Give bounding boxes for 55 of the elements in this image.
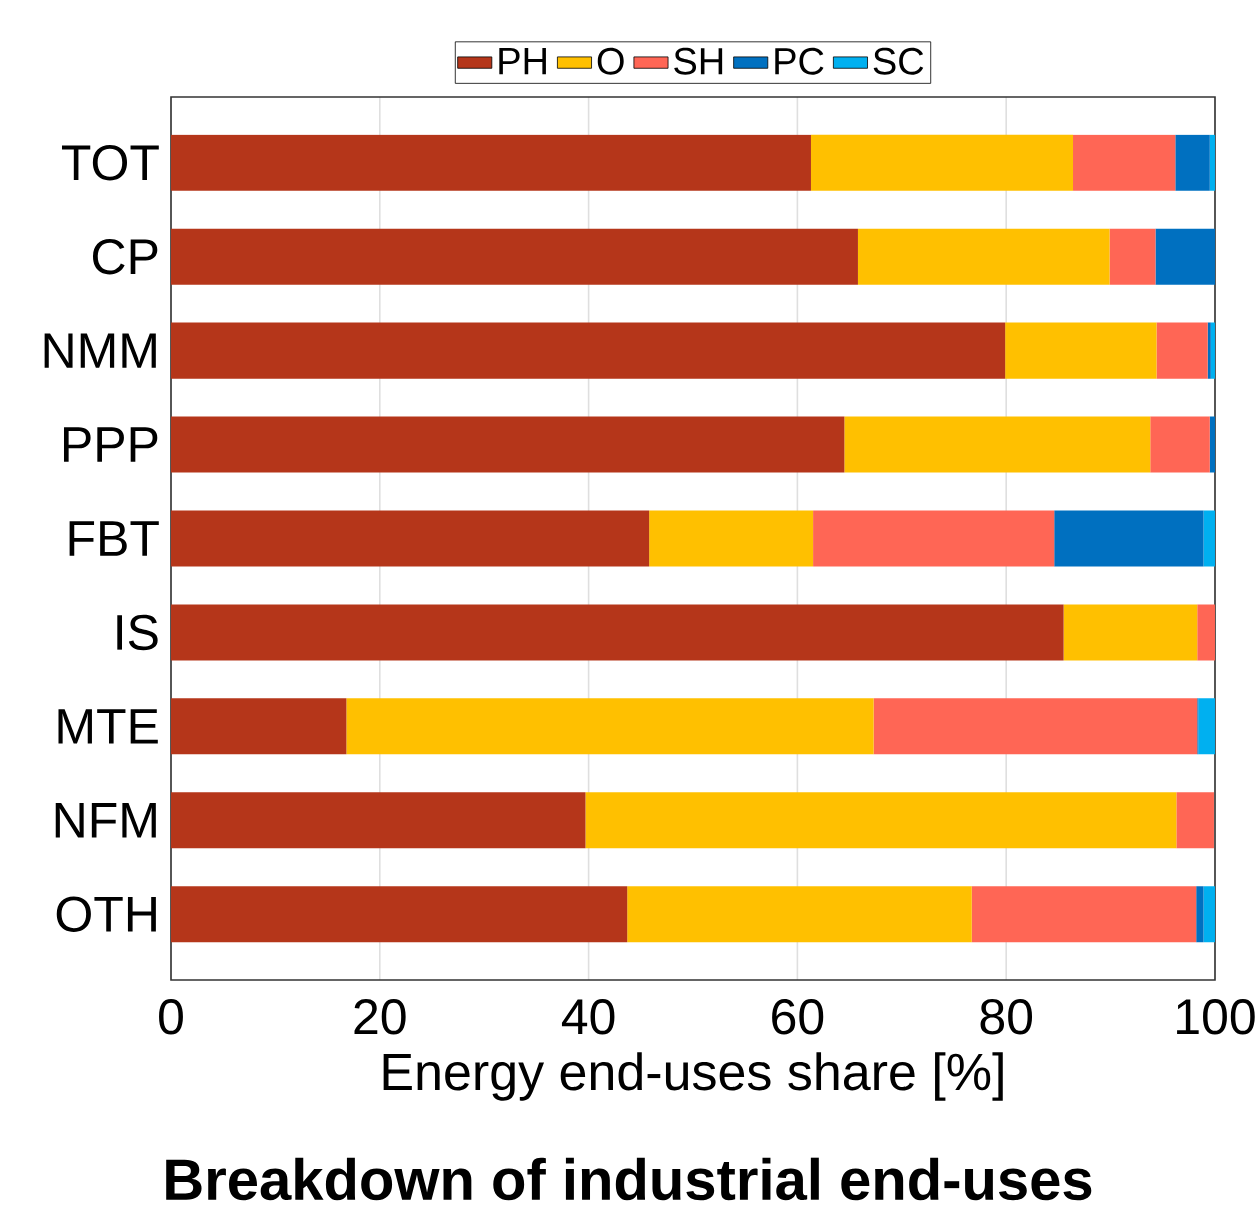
y-tick-label: CP — [93, 238, 158, 275]
bar — [1196, 886, 1204, 943]
bar — [1109, 228, 1156, 285]
text: Breakdown of industrial end-uses — [166, 1157, 1092, 1201]
bar — [171, 698, 347, 755]
legend-label: SH — [674, 47, 723, 75]
bar — [649, 510, 814, 567]
y-tick-label: PPP — [64, 427, 158, 462]
bar — [844, 416, 1151, 473]
legend-label: PC — [775, 47, 824, 75]
bar — [627, 886, 972, 943]
bar — [1073, 134, 1176, 191]
bar — [1207, 322, 1211, 379]
bar — [813, 510, 1055, 567]
bar — [1198, 698, 1215, 755]
y-tick-label: NMM — [44, 333, 156, 368]
bar — [585, 792, 1177, 849]
bar — [171, 322, 1006, 379]
y-tick-label: FBT — [69, 521, 159, 556]
y-tick-label: TOT — [61, 145, 159, 181]
bar — [1197, 604, 1215, 661]
x-tick-label: 60 — [772, 999, 824, 1035]
bar — [171, 134, 811, 191]
legend-label: PH — [499, 48, 546, 75]
y-tick-label: MTE — [58, 709, 158, 744]
x-axis-title: Energy end-uses share [%] — [383, 1052, 1003, 1101]
bar — [873, 698, 1198, 755]
x-tick-label: 0 — [159, 999, 183, 1035]
bar — [171, 886, 628, 943]
bar — [1175, 134, 1210, 191]
bar — [857, 228, 1110, 285]
bar — [810, 134, 1074, 191]
x-tick-label: 80 — [980, 999, 1033, 1035]
bar — [1005, 322, 1157, 379]
x-tick-label: 40 — [561, 999, 615, 1035]
bar — [1156, 322, 1208, 379]
bar — [171, 416, 845, 473]
legend-label: SC — [873, 47, 924, 75]
bar — [346, 698, 874, 755]
bar — [1176, 792, 1214, 849]
bar — [171, 604, 1064, 661]
bar — [1063, 604, 1198, 661]
x-tick-label: 20 — [354, 999, 406, 1035]
bar — [1155, 228, 1215, 285]
legend-label: O — [597, 47, 624, 75]
y-tick-label: NFM — [55, 803, 156, 838]
bar — [171, 228, 858, 285]
bar — [171, 792, 586, 849]
x-tick-label: 100 — [1177, 999, 1255, 1035]
bar — [171, 510, 650, 567]
y-tick-label: OTH — [56, 896, 156, 932]
y-tick-label: IS — [117, 614, 158, 651]
bar — [971, 886, 1197, 943]
bar — [1150, 416, 1210, 473]
bar — [1054, 510, 1204, 567]
